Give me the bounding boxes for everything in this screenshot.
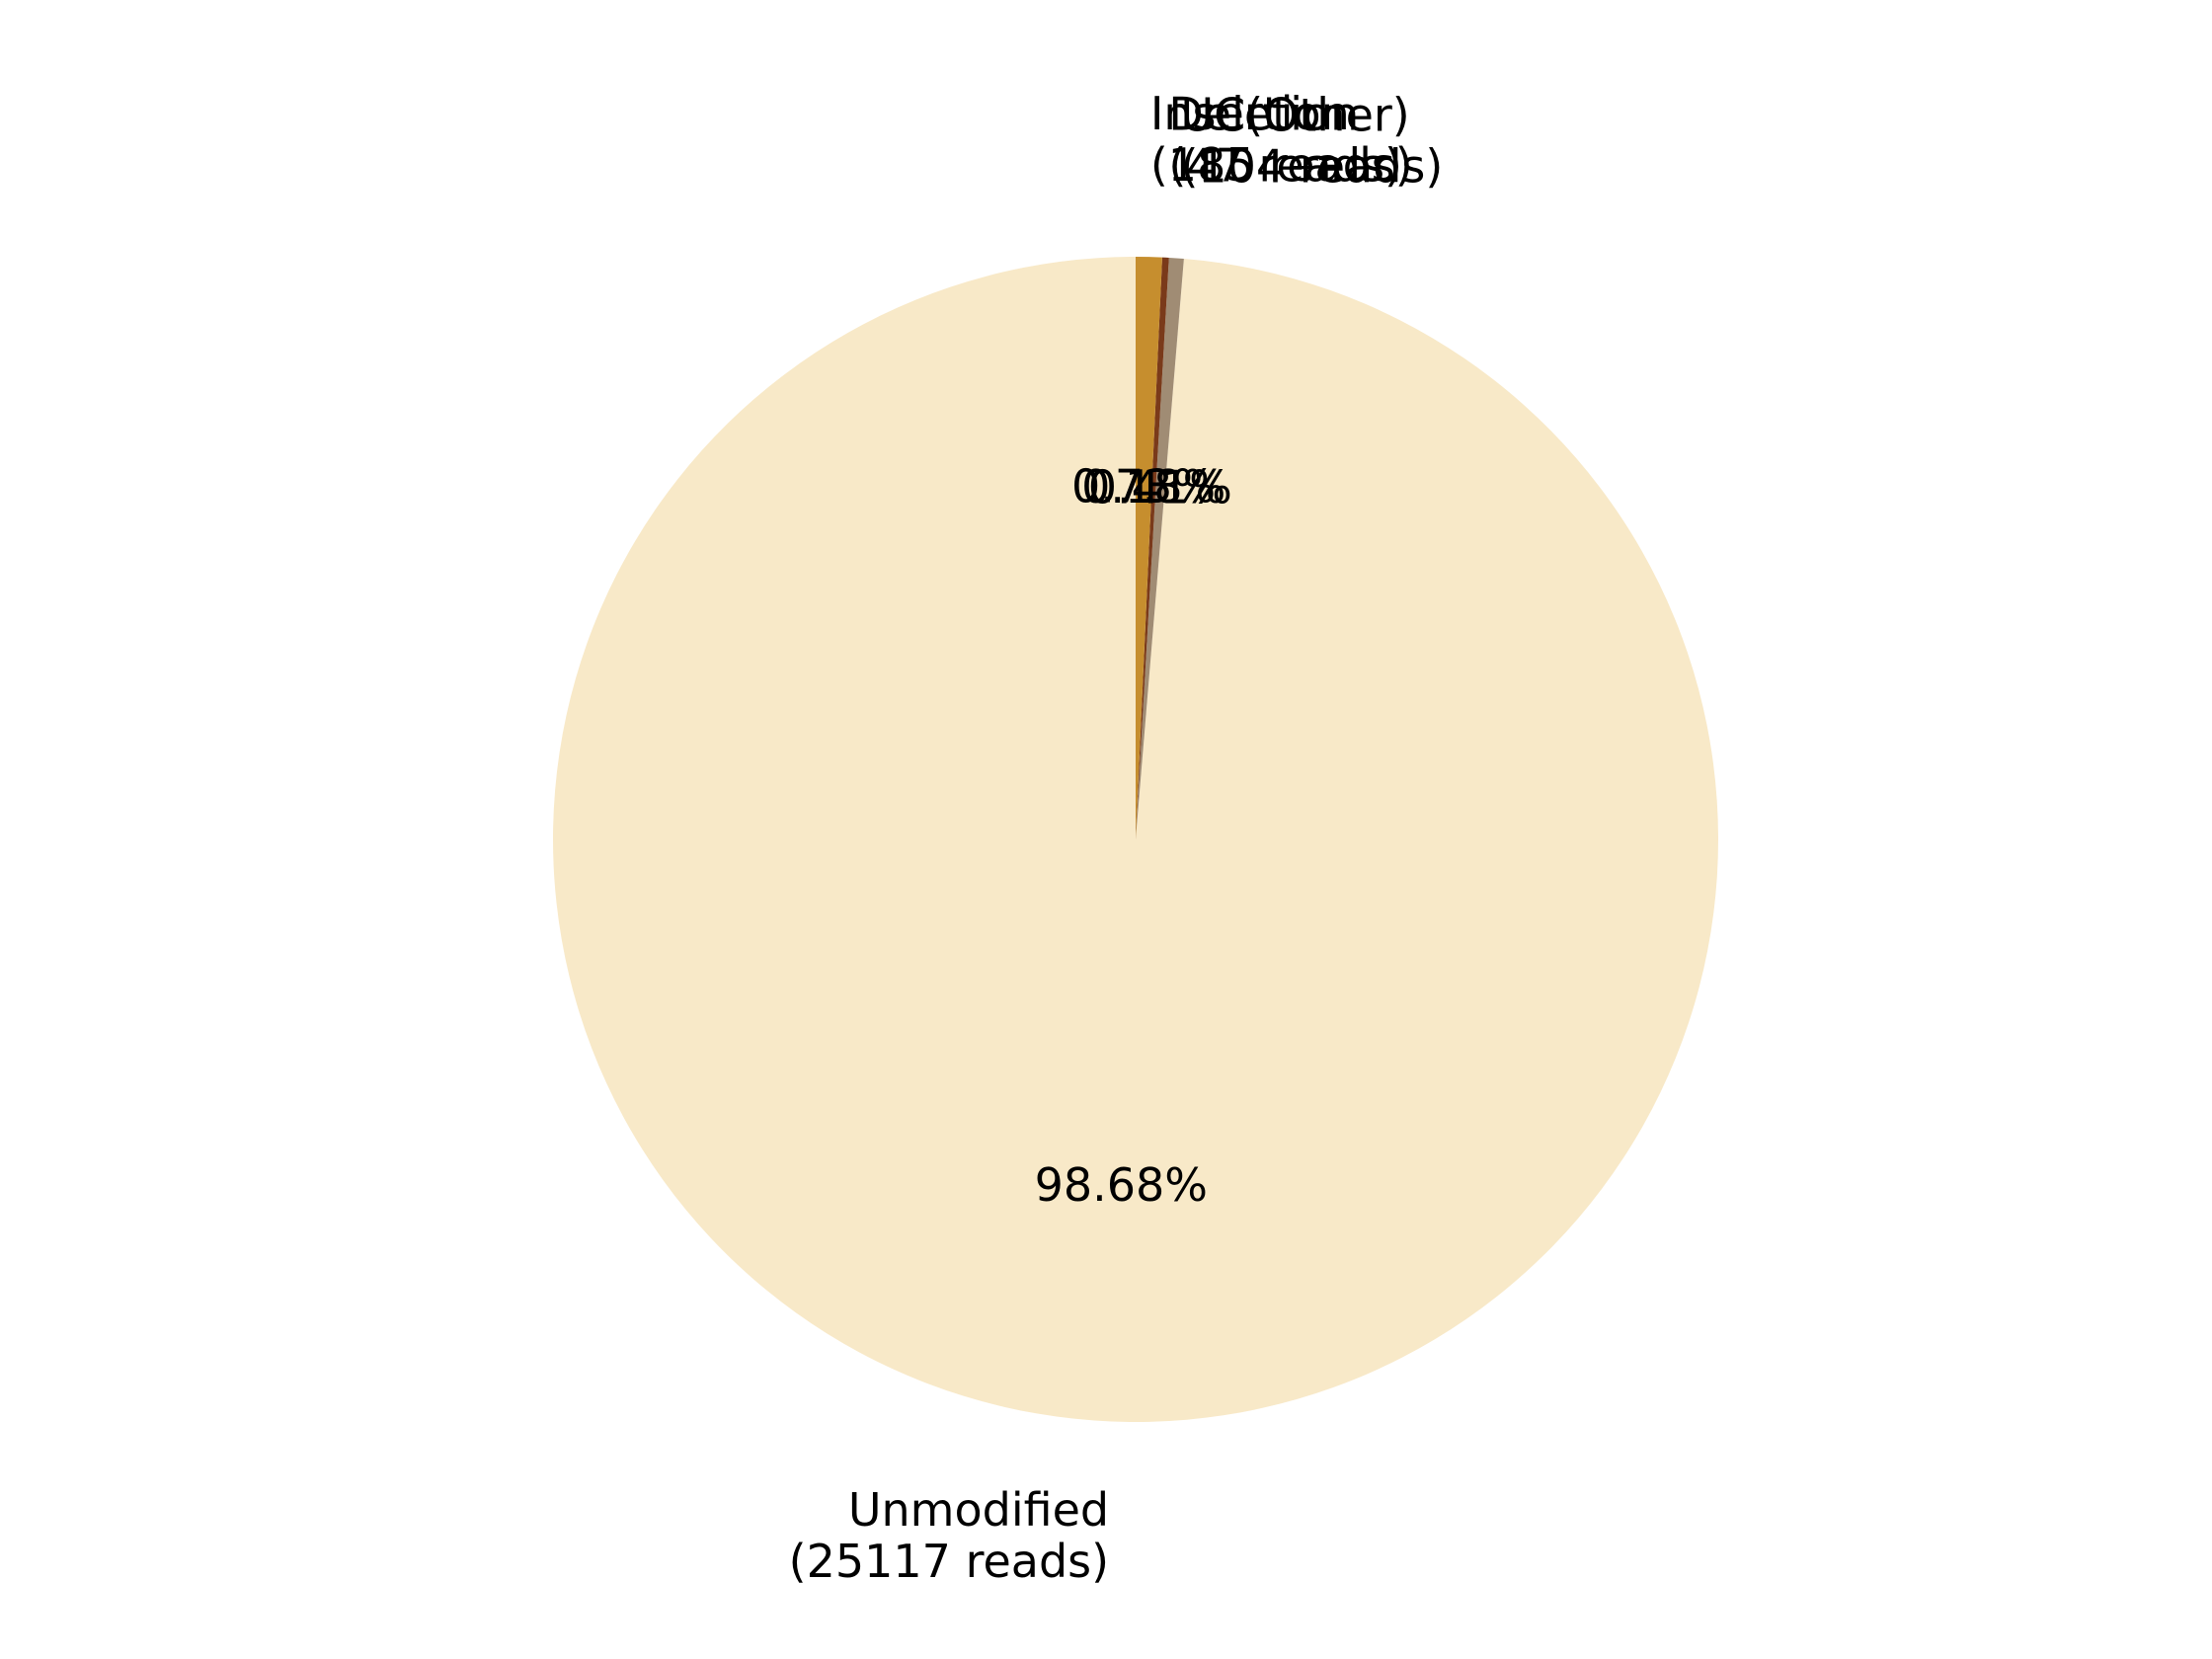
pie-labels: Unmodified (25117 reads) 98.68% UC(Other) (1…: [789, 87, 1444, 1588]
slice-name: Insertion: [1150, 87, 1350, 140]
slice-reads: (185 reads): [1150, 138, 1413, 192]
slice-reads: (104 reads): [1180, 139, 1443, 193]
slice-percent-insertion: 0.73%: [1071, 460, 1216, 514]
pie-slice-insertion: [1136, 257, 1162, 839]
slice-label-unmodified: Unmodified (25117 reads): [789, 1483, 1109, 1588]
slice-label-deletion: Deletion (47 reads): [1168, 88, 1402, 193]
slice-name: Deletion: [1168, 88, 1359, 141]
slice-reads: (25117 reads): [789, 1535, 1109, 1588]
pie-slice-uc-other: [1136, 257, 1184, 839]
slice-percent-uc-other: 0.41%: [1088, 460, 1232, 514]
pie-slice-deletion: [1136, 257, 1169, 840]
slice-label-uc-other: UC(Other) (104 reads): [1180, 88, 1443, 193]
slice-name: Unmodified: [848, 1483, 1109, 1537]
slice-percent-deletion: 0.18%: [1081, 460, 1225, 514]
pie-slices: [552, 257, 1718, 1422]
slice-name: UC(Other): [1180, 88, 1409, 141]
slice-label-insertion: Insertion (185 reads): [1150, 87, 1413, 192]
slice-percent-unmodified: 98.68%: [1035, 1158, 1208, 1212]
slice-reads: (47 reads): [1168, 139, 1402, 193]
